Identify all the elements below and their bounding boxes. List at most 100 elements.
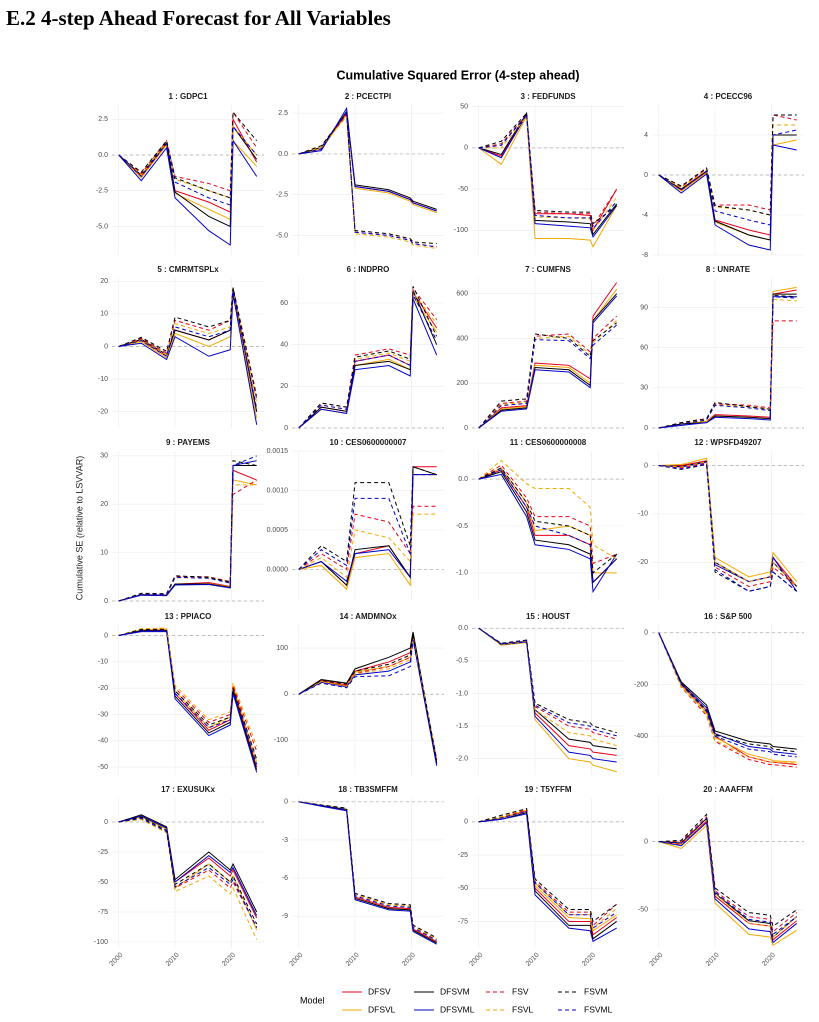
- y-tick-label: -20: [98, 685, 108, 692]
- y-tick-label: -8: [642, 252, 648, 259]
- legend-label: DFSVM: [440, 986, 470, 996]
- series-line: [478, 627, 617, 763]
- panel-title: 18 : TB3SMFFM: [338, 785, 398, 794]
- x-tick-label: 2010: [165, 952, 181, 968]
- series-line: [478, 114, 618, 248]
- series-line: [118, 627, 258, 747]
- x-tick-label: 2020: [581, 952, 597, 968]
- series-line: [478, 113, 618, 232]
- series-line: [658, 824, 797, 947]
- series-line: [118, 460, 257, 602]
- series-line: [298, 292, 438, 429]
- panel: 19 : T5YFFM -75 -50 -25 0 2000 2010 2020: [458, 785, 624, 968]
- series-line: [118, 629, 258, 765]
- series-line: [118, 287, 258, 399]
- panel: 2 : PCECTPI -5.0 -2.5 0.0 2.5: [276, 92, 444, 255]
- y-tick-label: 0.0: [278, 151, 288, 158]
- series-line: [298, 801, 437, 941]
- series-line: [658, 817, 797, 936]
- y-tick-label: -5.0: [276, 232, 288, 239]
- series-line: [298, 505, 437, 571]
- y-tick-label: 10: [100, 311, 108, 318]
- series-line: [478, 115, 618, 232]
- y-tick-label: 0: [284, 799, 288, 806]
- panel-title: 15 : HOUST: [526, 612, 570, 621]
- series-line: [118, 630, 258, 770]
- series-line: [478, 113, 618, 230]
- series-line: [658, 813, 797, 927]
- series-line: [118, 479, 257, 602]
- series-line: [658, 463, 797, 592]
- series-line: [478, 810, 617, 936]
- series-line: [298, 474, 437, 591]
- y-tick-label: 0: [644, 838, 648, 845]
- series-line: [298, 106, 437, 212]
- series-line: [298, 801, 437, 943]
- series-line: [658, 461, 798, 587]
- y-tick-label: -400: [634, 733, 648, 740]
- y-tick-label: -50: [458, 885, 468, 892]
- x-tick-label: 2000: [109, 952, 125, 968]
- y-tick-label: 30: [100, 453, 108, 460]
- y-tick-label: 90: [640, 304, 648, 311]
- series-line: [658, 818, 798, 938]
- series-line: [658, 124, 797, 216]
- series-line: [298, 801, 437, 944]
- panel: 7 : CUMFNS 0 200 400 600: [456, 265, 624, 432]
- x-tick-label: 2010: [525, 952, 541, 968]
- y-tick-label: 2.5: [98, 116, 108, 123]
- series-line: [298, 801, 437, 944]
- y-tick-label: -0.5: [456, 523, 468, 530]
- series-line: [478, 111, 618, 236]
- series-line: [118, 816, 258, 931]
- series-line: [478, 467, 617, 574]
- y-tick-label: 0: [284, 425, 288, 432]
- panel-title: 5 : CMRMTSPLx: [157, 265, 219, 274]
- series-line: [658, 461, 798, 587]
- series-line: [478, 810, 617, 929]
- series-line: [478, 469, 618, 584]
- y-tick-label: -1.0: [456, 690, 468, 697]
- series-line: [478, 627, 617, 750]
- panel: 5 : CMRMTSPLx -20 -10 0 10 20: [98, 265, 264, 428]
- panel-title: 9 : PAYEMS: [166, 438, 211, 447]
- y-tick-label: -6: [282, 875, 288, 882]
- series-line: [478, 627, 617, 734]
- y-tick-label: -50: [458, 186, 468, 193]
- x-tick-label: 2010: [345, 952, 361, 968]
- panel-title: 10 : CES0600000007: [330, 438, 408, 447]
- y-tick-label: 200: [456, 380, 468, 387]
- series-line: [478, 324, 618, 429]
- series-line: [478, 112, 617, 225]
- series-line: [298, 801, 437, 940]
- y-tick-label: 400: [456, 335, 468, 342]
- x-tick-label: 2020: [221, 952, 237, 968]
- series-line: [478, 467, 617, 574]
- y-tick-label: 0: [464, 145, 468, 152]
- series-line: [118, 139, 258, 246]
- y-tick-label: -0.5: [456, 658, 468, 665]
- series-line: [478, 464, 617, 565]
- series-line: [298, 634, 438, 760]
- y-tick-label: -50: [638, 907, 648, 914]
- y-tick-label: 0: [464, 819, 468, 826]
- series-line: [658, 293, 797, 429]
- series-line: [118, 817, 258, 928]
- legend-label: FSVL: [512, 1004, 534, 1014]
- series-line: [118, 117, 258, 213]
- series-line: [118, 460, 257, 602]
- series-line: [118, 110, 258, 199]
- series-line: [478, 809, 617, 932]
- series-line: [658, 816, 797, 933]
- section-heading: E.2 4-step Ahead Forecast for All Variab…: [6, 6, 391, 30]
- panel-title: 11 : CES0600000008: [510, 438, 587, 447]
- panel: 6 : INDPRO 0 20 40 60: [280, 265, 444, 432]
- y-tick-label: -20: [98, 409, 108, 416]
- panel-title: 6 : INDPRO: [347, 265, 390, 274]
- series-line: [658, 817, 798, 939]
- series-line: [118, 125, 258, 199]
- series-line: [658, 457, 798, 582]
- series-line: [658, 820, 797, 941]
- series-line: [118, 628, 258, 762]
